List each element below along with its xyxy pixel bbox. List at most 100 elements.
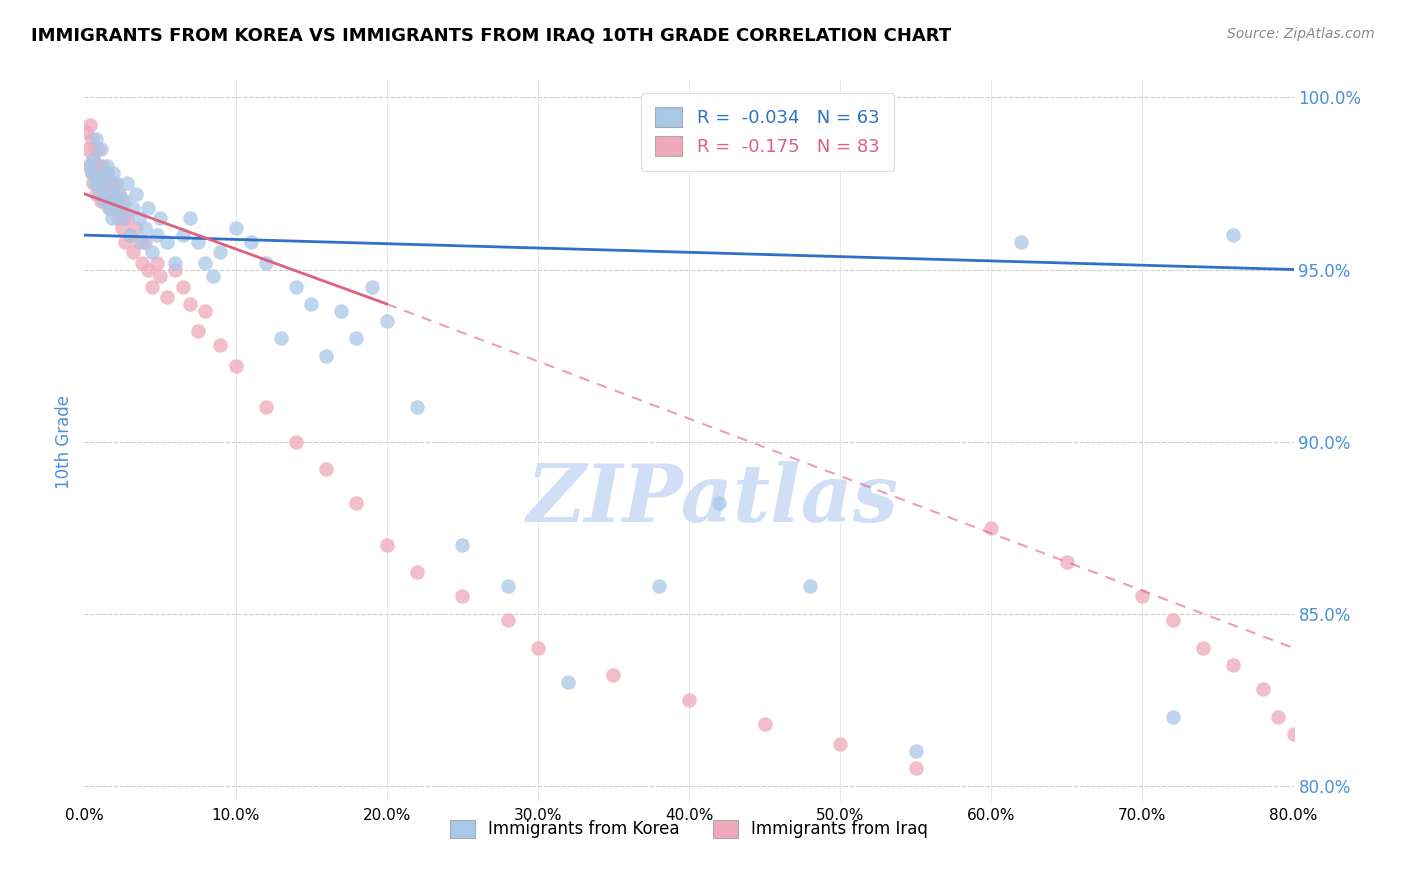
Point — [179, 297, 201, 311]
Point — [131, 255, 153, 269]
Point — [128, 211, 150, 225]
Point — [330, 303, 353, 318]
Text: ZIPatlas: ZIPatlas — [527, 460, 900, 538]
Point — [87, 166, 110, 180]
Point — [75, 125, 97, 139]
Text: Source: ZipAtlas.com: Source: ZipAtlas.com — [1227, 27, 1375, 41]
Point — [1282, 727, 1305, 741]
Point — [80, 166, 103, 180]
Point — [187, 235, 209, 249]
Point — [111, 211, 134, 225]
Point — [101, 186, 124, 201]
Point — [830, 737, 852, 751]
Point — [602, 668, 624, 682]
Point — [134, 221, 156, 235]
Point — [225, 359, 247, 373]
Point — [980, 520, 1002, 534]
Point — [678, 692, 700, 706]
Point — [107, 201, 129, 215]
Point — [346, 331, 368, 345]
Point — [104, 201, 127, 215]
Point — [799, 579, 821, 593]
Point — [146, 255, 169, 269]
Point — [111, 194, 134, 208]
Point — [754, 716, 776, 731]
Point — [125, 221, 148, 235]
Point — [87, 142, 110, 156]
Legend: Immigrants from Korea, Immigrants from Iraq: Immigrants from Korea, Immigrants from I… — [443, 813, 935, 845]
Point — [315, 349, 337, 363]
Point — [299, 297, 322, 311]
Point — [406, 566, 429, 580]
Point — [239, 235, 262, 249]
Point — [100, 211, 122, 225]
Point — [194, 255, 217, 269]
Point — [110, 201, 132, 215]
Point — [709, 496, 731, 510]
Point — [375, 538, 398, 552]
Point — [80, 132, 103, 146]
Point — [89, 186, 111, 201]
Point — [100, 177, 122, 191]
Point — [77, 159, 100, 173]
Point — [128, 235, 150, 249]
Point — [82, 153, 104, 167]
Point — [1222, 658, 1244, 673]
Point — [91, 177, 114, 191]
Point — [1011, 235, 1033, 249]
Point — [104, 194, 127, 208]
Point — [904, 761, 927, 775]
Point — [115, 211, 138, 225]
Point — [136, 262, 159, 277]
Point — [1253, 682, 1275, 697]
Point — [105, 177, 128, 191]
Point — [172, 228, 194, 243]
Point — [557, 675, 579, 690]
Point — [179, 211, 201, 225]
Point — [270, 331, 292, 345]
Point — [97, 201, 120, 215]
Point — [496, 579, 519, 593]
Point — [146, 228, 169, 243]
Point — [375, 314, 398, 328]
Point — [1222, 228, 1244, 243]
Point — [451, 590, 474, 604]
Point — [90, 166, 112, 180]
Point — [82, 177, 104, 191]
Point — [254, 400, 277, 414]
Point — [315, 462, 337, 476]
Point — [97, 201, 120, 215]
Point — [77, 159, 100, 173]
Point — [118, 228, 141, 243]
Point — [156, 290, 179, 304]
Point — [141, 279, 163, 293]
Point — [149, 211, 172, 225]
Point — [84, 142, 107, 156]
Point — [82, 153, 104, 167]
Point — [648, 579, 671, 593]
Point — [209, 245, 232, 260]
Point — [118, 228, 141, 243]
Point — [86, 186, 108, 201]
Point — [96, 159, 118, 173]
Point — [111, 221, 134, 235]
Point — [115, 177, 138, 191]
Point — [112, 211, 135, 225]
Point — [121, 245, 143, 260]
Point — [194, 303, 217, 318]
Point — [360, 279, 382, 293]
Point — [125, 186, 148, 201]
Point — [98, 186, 121, 201]
Point — [97, 177, 120, 191]
Point — [1161, 614, 1184, 628]
Point — [149, 269, 172, 284]
Point — [1056, 555, 1078, 569]
Point — [107, 211, 129, 225]
Point — [121, 201, 143, 215]
Point — [1130, 590, 1153, 604]
Point — [105, 194, 128, 208]
Point — [254, 255, 277, 269]
Point — [187, 325, 209, 339]
Point — [114, 235, 136, 249]
Point — [156, 235, 179, 249]
